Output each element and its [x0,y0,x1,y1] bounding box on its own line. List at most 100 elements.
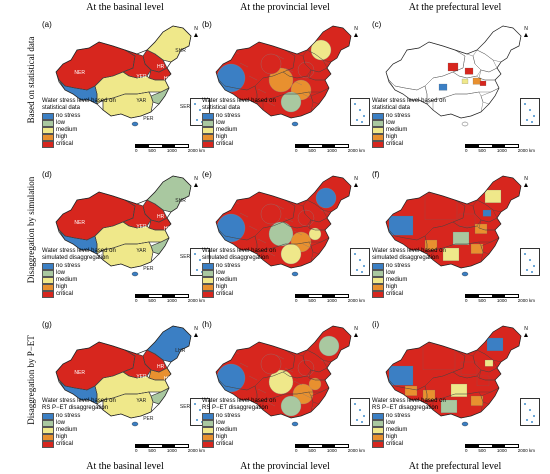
scale-bar: 0 500 1000 2000 km [465,444,535,453]
legend-item: low [42,420,122,427]
legend: Water stress level based on simulated di… [372,248,452,298]
map-fill-group [216,26,351,118]
hainan-island [461,271,469,277]
legend-label: critical [56,291,74,297]
legend-item: no stress [202,113,282,120]
legend-label: low [216,270,226,276]
inset-island [361,121,363,123]
legend: Water stress level based on simulated di… [202,248,282,298]
legend-swatch [372,434,384,441]
legend-swatch [372,413,384,420]
province-region [280,243,302,265]
legend-item: medium [202,427,282,434]
legend-item: critical [202,441,282,448]
legend-swatch [202,141,214,148]
scale-tick-label: 500 [308,448,316,453]
basin-label-ner: NER [74,220,85,226]
map-panel-d: (d) NER YER HR HUR SHR SWR YAR PER SER N ▲ Water str… [40,170,212,320]
legend-swatch [372,277,384,284]
legend-item: low [202,120,282,127]
legend-item: medium [202,127,282,134]
legend-item: medium [42,427,122,434]
map-panel-b: (b) N ▲ Water stress level based on statist… [200,20,372,170]
south-china-sea-inset [520,398,540,426]
legend-label: critical [56,441,74,447]
legend: Water stress level based on statistical … [42,98,122,148]
panel-label: (d) [42,170,52,179]
legend-swatch [42,441,54,448]
legend-item: high [202,284,282,291]
legend-item: high [202,434,282,441]
province-region [318,335,340,357]
legend-swatch [372,420,384,427]
legend-title: Water stress level based on statistical … [372,98,446,111]
legend-title: Water stress level based on RS P−ET disa… [202,398,276,411]
legend-item: high [42,134,122,141]
south-china-sea-inset [350,398,370,426]
scale-tick-label: 500 [308,298,316,303]
legend-swatch [202,277,214,284]
inset-island [361,271,363,273]
scale-tick-label: 0 [295,148,298,153]
prefecture-region [422,389,436,400]
legend-item: high [372,134,452,141]
legend-title: Water stress level based on simulated di… [372,248,446,261]
basin-label-shr: SHR [175,198,186,204]
inset-island [529,409,531,411]
column-title-provincial-bottom: At the provincial level [240,461,330,472]
prefecture-region [442,247,460,261]
inset-island [199,409,201,411]
scale-bar: 0 500 1000 2000 km [295,144,365,153]
basin-label-hur: HUR [163,226,175,232]
legend-label: high [386,284,398,290]
scale-bar-graphic [135,144,189,148]
legend-label: no stress [386,413,411,419]
basin-label-yar: YAR [136,398,147,404]
map-panel-f: (f) N ▲ Water stress level based on simulat… [370,170,542,320]
scale-tick-label: 0 [135,148,138,153]
inset-island [533,415,535,417]
scale-bar-graphic [295,144,349,148]
province-region [280,91,302,113]
legend-label: critical [216,141,234,147]
prefecture-region [447,62,459,72]
north-arrow-icon: N ▲ [352,326,360,339]
column-title-basinal: At the basinal level [86,2,164,13]
legend-item: medium [372,127,452,134]
scale-tick-label: 1000 [496,298,507,303]
scale-tick-label: 0 [135,448,138,453]
scale-bar: 0 500 1000 2000 km [465,144,535,153]
legend-label: medium [56,127,78,133]
legend-label: medium [56,277,78,283]
prefecture-region [464,67,474,75]
panel-label: (h) [202,320,212,329]
panel-label: (i) [372,320,380,329]
north-arrow-icon: N ▲ [522,176,530,189]
scale-tick-label: 2000 km [187,298,205,303]
legend-swatch [202,134,214,141]
scale-bar-graphic [465,444,519,448]
legend-swatch [202,127,214,134]
scale-bar: 0 500 1000 2000 km [465,294,535,303]
legend-label: low [56,120,66,126]
legend-title: Water stress level based on RS P−ET disa… [42,398,116,411]
legend-item: low [372,120,452,127]
scale-bar-graphic [295,444,349,448]
legend-label: medium [386,427,408,433]
hainan-island [291,121,299,127]
prefecture-region [450,383,468,397]
legend-label: low [216,420,226,426]
basin-label-hur: HUR [163,76,175,82]
scale-tick-label: 0 [295,448,298,453]
legend-swatch [42,141,54,148]
basin-label-ner: NER [74,70,85,76]
legend-label: no stress [216,413,241,419]
basin-label-yer: YER [136,374,147,380]
prefecture-region [460,361,478,375]
china-map [385,25,522,127]
panel-label: (a) [42,20,52,29]
legend-label: no stress [216,263,241,269]
inset-island [524,403,526,405]
legend-swatch [372,263,384,270]
legend-item: no stress [202,263,282,270]
